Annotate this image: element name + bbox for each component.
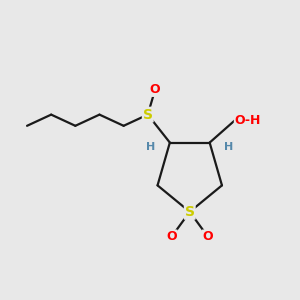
Text: O: O [166, 230, 177, 243]
Text: S: S [185, 205, 195, 219]
Text: S: S [143, 108, 153, 122]
Text: O-H: O-H [235, 114, 261, 127]
Text: H: H [224, 142, 233, 152]
Text: O: O [203, 230, 213, 243]
Text: O: O [150, 83, 160, 96]
Text: H: H [146, 142, 156, 152]
